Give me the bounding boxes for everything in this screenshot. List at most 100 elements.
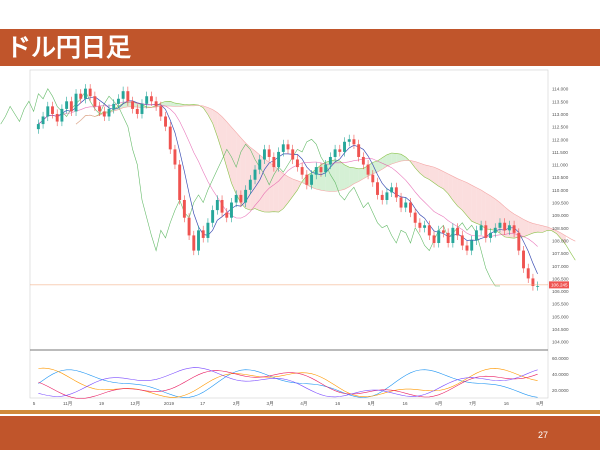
price-tick-label: 111.000 [552,163,568,168]
kumo-segment [509,210,515,239]
price-tick-label: 112.000 [552,137,569,142]
date-tick-label: 8月 [536,401,543,407]
candle-body [361,156,365,165]
date-tick-label: 19 [99,401,105,406]
date-tick-label: 16 [504,401,510,406]
candle-body [244,189,248,203]
kumo-segment [499,202,505,237]
kumo-segment [419,163,425,178]
candle-body [168,126,172,150]
kumo-segment [532,223,538,234]
date-tick-label: 11月 [63,401,72,407]
slide-title: ドル円日足 [6,33,132,62]
candle-body [145,96,149,104]
kumo-segment [226,121,232,184]
candle-body [121,91,125,99]
date-tick-label: 12月 [130,401,140,407]
candle-body [36,124,40,130]
price-tick-label: 109.000 [552,213,569,218]
date-tick-label: 2019 [164,401,175,406]
kumo-segment [288,176,293,203]
kumo-segment [551,228,557,234]
kumo-segment [476,187,482,226]
oscillator-tick-label: 60.0000 [552,356,569,361]
candle-body [451,227,455,243]
candle-body [380,194,384,200]
kumo-segment [170,101,175,107]
candle-body [531,278,535,287]
candle-body [230,202,233,218]
kumo-segment [250,147,256,211]
kumo-segment [424,164,430,180]
kumo-segment [434,167,439,187]
candle-body [107,108,111,117]
candle-body [258,159,262,170]
candle-body [498,222,502,228]
kumo-segment [123,102,128,108]
candle-body [418,222,422,228]
candle-body [503,222,507,231]
kumo-segment [462,180,467,216]
price-tick-label: 107.000 [552,264,569,269]
kumo-segment [330,159,336,192]
kumo-segment [165,101,171,107]
price-tick-label: 105.000 [552,314,569,319]
candle-body [88,88,92,97]
candle-body [437,230,441,243]
candle-body [83,88,87,99]
page-number: 27 [537,430,548,440]
kumo-segment [401,154,406,162]
candle-body [281,144,285,152]
kumo-segment [457,178,463,211]
candle-body [512,225,516,233]
date-tick-label: 2月 [233,401,240,407]
candle-body [79,93,83,99]
candle-body [51,106,54,114]
kumo-segment [217,112,223,152]
candle-body [376,182,379,195]
leading-span-b-line [75,105,576,242]
oscillator-line [38,367,538,398]
kumo-segment [466,182,472,222]
candle-body [206,222,210,238]
last-price-tag [549,281,569,289]
kumo-segment [278,169,284,213]
candle-body [470,240,474,251]
lagging-span-line [0,88,500,287]
candle-body [295,159,299,168]
candle-body [154,101,158,107]
candle-body [352,139,356,145]
candle-body [197,230,200,251]
kumo-segment [358,168,364,182]
date-tick-label: 5月 [368,401,375,407]
candle-body [456,227,460,236]
candle-body [385,192,389,200]
candle-body [291,149,295,160]
date-tick-label: 3月 [267,401,274,407]
kumo-segment [349,167,354,187]
plot-frame [29,69,549,399]
candle-body [55,113,59,122]
kumo-segment [547,226,552,231]
kumo-segment [382,154,387,170]
candle-body [427,225,431,236]
price-tick-label: 111.500 [552,150,568,155]
candle-body [215,199,219,211]
candle-body [178,164,182,200]
price-tick-label: 113.000 [552,112,569,117]
candle-body [484,225,488,238]
candle-body [328,156,332,165]
date-tick-label: 16 [403,401,409,406]
oscillator-tick-label: 40.0000 [552,372,569,377]
kumo-segment [443,171,449,194]
candle-body [314,167,318,175]
candle-body [536,286,540,287]
candle-body [65,101,69,109]
candle-body [333,149,337,157]
candle-body [409,202,412,213]
price-tick-label: 112.500 [552,125,569,130]
candlestick-chart: 114.000 113.500 113.000 112.500 112.000 111.5… [0,69,576,407]
kumo-segment [448,173,453,201]
candle-body [474,230,478,241]
kumo-segment [212,109,218,137]
